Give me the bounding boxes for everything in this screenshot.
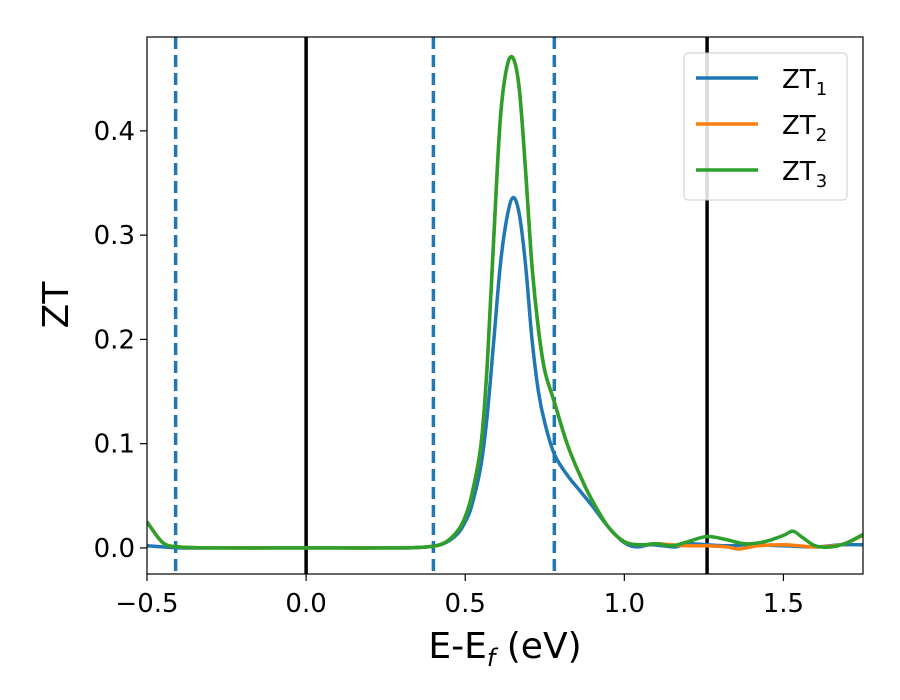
y-axis-title: ZT (36, 281, 77, 329)
plot-frame (146, 36, 864, 575)
y-tick-label: 0.4 (94, 117, 135, 147)
x-tick-label: 1.5 (763, 589, 804, 619)
y-tick-label: 0.3 (94, 221, 135, 251)
y-axis: 0.0 0.1 0.2 0.3 0.4 (94, 117, 147, 564)
y-tick-label: 0.1 (94, 430, 135, 460)
legend-label-2: ZT2 (782, 111, 827, 146)
y-tick-label: 0.2 (94, 325, 135, 355)
x-tick-label: −0.5 (115, 589, 178, 619)
x-axis: −0.5 0.0 0.5 1.0 1.5 (115, 574, 804, 619)
legend: ZT1 ZT2 ZT3 (683, 52, 848, 201)
x-tick-label: 0.0 (285, 589, 326, 619)
legend-label-3: ZT3 (782, 157, 827, 192)
y-tick-label: 0.0 (94, 534, 135, 564)
x-axis-title: E-Ef (eV) (428, 626, 581, 672)
legend-label-1: ZT1 (782, 65, 827, 100)
legend-box (683, 52, 848, 201)
x-tick-label: 1.0 (604, 589, 645, 619)
x-tick-label: 0.5 (445, 589, 486, 619)
series-layer (147, 54, 863, 551)
series-line-3 (147, 54, 863, 550)
